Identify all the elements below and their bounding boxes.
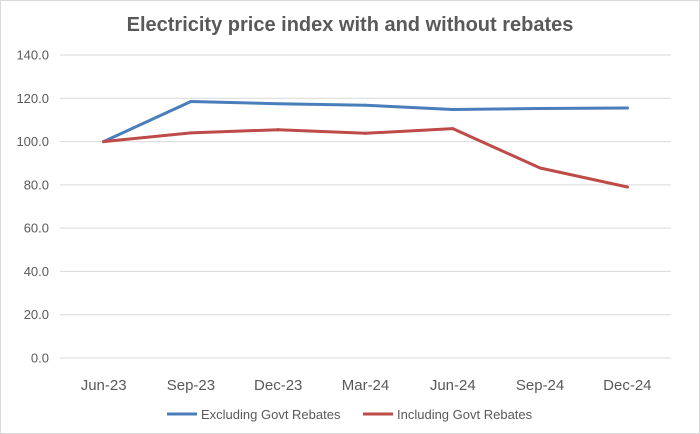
gridlines xyxy=(60,54,671,359)
y-tick-label: 120.0 xyxy=(16,91,49,106)
y-axis-ticks: 0.0 20.0 40.0 60.0 80.0 100.0 120.0 140.0 xyxy=(16,48,49,366)
x-axis-ticks: Jun-23 Sep-23 Dec-23 Mar-24 Jun-24 Sep-24 Dec-… xyxy=(81,377,652,394)
x-tick-label: Dec-23 xyxy=(254,377,302,394)
legend: Excluding Govt Rebates Including Govt Reb… xyxy=(167,407,533,422)
x-tick-label: Jun-24 xyxy=(430,377,476,394)
data-point xyxy=(189,131,193,135)
series-line-including-rebates xyxy=(102,127,629,189)
series-lines xyxy=(102,100,629,189)
data-point xyxy=(189,100,193,104)
data-point xyxy=(538,106,542,110)
y-tick-label: 60.0 xyxy=(24,221,49,236)
data-point xyxy=(276,102,280,106)
x-tick-label: Mar-24 xyxy=(342,377,390,394)
data-point xyxy=(276,128,280,132)
y-tick-label: 140.0 xyxy=(16,48,49,63)
y-tick-label: 100.0 xyxy=(16,134,49,149)
series-line-excluding-rebates xyxy=(102,100,629,144)
x-tick-label: Sep-23 xyxy=(167,377,215,394)
y-tick-label: 0.0 xyxy=(31,351,49,366)
data-point xyxy=(625,185,629,189)
data-point xyxy=(538,166,542,170)
data-point xyxy=(364,131,367,135)
data-point xyxy=(364,103,367,107)
data-point xyxy=(451,108,455,112)
y-tick-label: 40.0 xyxy=(24,264,49,279)
legend-label: Excluding Govt Rebates xyxy=(201,407,341,422)
x-tick-label: Sep-24 xyxy=(516,377,564,394)
x-tick-label: Dec-24 xyxy=(603,377,651,394)
legend-label: Including Govt Rebates xyxy=(397,407,533,422)
y-tick-label: 20.0 xyxy=(24,307,49,322)
data-point xyxy=(625,106,629,110)
x-tick-label: Jun-23 xyxy=(81,377,127,394)
chart-title: Electricity price index with and without… xyxy=(127,14,574,36)
data-point xyxy=(102,140,106,144)
y-tick-label: 80.0 xyxy=(24,177,49,192)
data-point xyxy=(451,127,455,131)
